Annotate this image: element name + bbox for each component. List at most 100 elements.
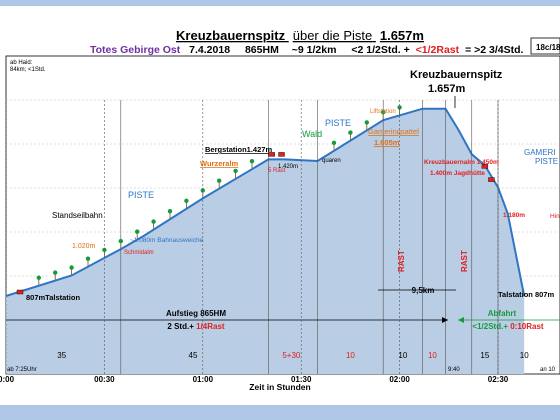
segment-time: 35 [57,351,66,360]
rast-label: 5 Rast [268,168,286,174]
tree-icon [118,238,124,244]
svg-text:Totes Gebirge Ost 7.4.20: Totes Gebirge Ost 7.4.2018 865HM ~9 1/2k… [90,44,524,56]
tree-icon [53,270,58,275]
badge-box [530,37,560,55]
subtitle-hm: 865HM [245,44,279,56]
segment-time: 10 [520,351,529,360]
h1020-label: 1.020m [72,243,96,250]
rast-vertical: RAST [460,250,469,272]
trees [36,105,402,285]
tree-icon [200,188,205,193]
segment-time: 10 [428,351,437,360]
time-940: 9:40 [448,367,460,373]
x-tick-label: 0:00 [0,375,15,384]
note-line1: ab Haid: [10,60,33,66]
title-height: 1.657m [380,28,424,43]
tree-icon [36,275,41,280]
gameringsattel-height: 1.605m [374,138,400,147]
segment-time: 15 [480,351,489,360]
distance-label: 9,5km [412,286,435,295]
standseilbahn-label: Standseilbahn [52,211,103,220]
tree-icon [331,140,337,145]
abfahrt-time-rast: 0:10Rast [508,322,544,331]
tree-icon [69,265,74,270]
tree-icon [249,158,255,164]
segment-time: 10 [398,351,407,360]
aufstieg-label: Aufstieg 865HM [166,309,226,318]
aufstieg-time-main: 2 Std.+ [167,322,194,331]
tree-icon [397,105,402,110]
x-tick-label: 02:30 [488,375,509,384]
hut-icon [278,152,285,157]
badge: 18c/18 [536,43,560,52]
title-main: Kreuzbauernspitz [176,28,286,43]
hut-icon [268,152,275,157]
bergstation-label: Bergstation1.427m [205,145,272,154]
tree-icon [151,219,156,224]
abfahrt-time: <1/2Std.+ 0:10Rast [472,322,543,331]
tree-icon [217,178,222,183]
bottom-band [0,405,560,420]
tree-icon [233,168,238,174]
subtitle-time-b: = >2 3/4Std. [465,44,523,56]
profile-fill [6,108,525,374]
subtitle-time-a: <2 1/2Std. + [351,44,409,56]
bahnausweiche-label: ~1.080m Bahnausweiche [130,237,204,244]
subtitle-date: 7.4.2018 [189,44,230,56]
abfahrt-arrowhead [458,317,464,323]
h1180-label: 1.180m [503,212,525,219]
jagdhuette-label: 1.400m Jagdhütte [430,170,485,177]
subtitle-time-rast: <1/2Rast [416,44,460,56]
abfahrt-label: Abfahrt [488,309,517,318]
tree-icon [364,120,369,125]
aufstieg-time: 2 Std.+ 1/4Rast [167,322,224,331]
tree-icon [135,229,140,234]
aufstieg-time-rast: 1/4Rast [194,322,225,331]
piste-label: PISTE [128,190,154,200]
kreuzbauernalm-label: Kreuzbauernalm 1.450m [424,159,499,166]
x-tick-label: 00:30 [94,375,115,384]
annotations: Kreuzbauernspitz 1.657m 807mTalstation Tals… [6,69,560,331]
time-start: ab 7:25Uhr [7,367,37,373]
summit-height: 1.657m [428,83,466,95]
quaren-label: quaren [322,158,341,164]
aufstieg-arrowhead [442,317,448,323]
hut-icon [481,164,489,169]
hut-icon [488,177,495,182]
gameringsattel-label: Gameringsattel [368,127,419,136]
tree-icon [184,198,189,204]
wald-label: Wald [302,129,322,139]
hut-icon [16,289,24,295]
title-mid: über die Piste [293,28,373,43]
talstation-start: 807mTalstation [26,293,80,302]
rast-vertical: RAST [397,250,406,272]
x-tick-label: 01:30 [291,375,312,384]
segment-time: 5+30 [282,351,301,360]
x-axis: 35 45 5+30 10 10 10 15 10 0:00 00:30 01:00 01:30 02:… [0,100,556,392]
svg-text:Kreuzbauernspitz über di: Kreuzbauernspitz über die Piste 1.657m [176,28,424,43]
gamering-piste-label: GAMERI [524,148,556,157]
tree-icon [167,209,173,214]
tree-icon [381,110,386,115]
liftstation-label: Liftstation [370,109,396,115]
top-band [0,0,560,6]
x-tick-label: 01:00 [193,375,214,384]
schmidalm-label: Schmidalm [124,250,154,256]
tree-icon [348,130,353,135]
tree-icon [85,256,91,261]
x-axis-label: Zeit in Stunden [249,382,310,392]
talstation-end: Talstation 807m [498,290,554,299]
summit-name: Kreuzbauernspitz [410,69,503,81]
segment-time: 45 [189,351,198,360]
wurzeralm-label: Wurzeralm [200,159,239,168]
note-line2: 84km; <1Std. [10,67,46,73]
hin-label: Hin [550,213,560,220]
x-tick-label: 02:00 [389,375,410,384]
h1420-label: 1.420m [278,164,298,170]
abfahrt-time-main: <1/2Std.+ [472,322,508,331]
gamering-piste-label: PISTE [535,157,558,166]
piste-label: PISTE [325,118,351,128]
subtitle-region: Totes Gebirge Ost [90,44,181,56]
